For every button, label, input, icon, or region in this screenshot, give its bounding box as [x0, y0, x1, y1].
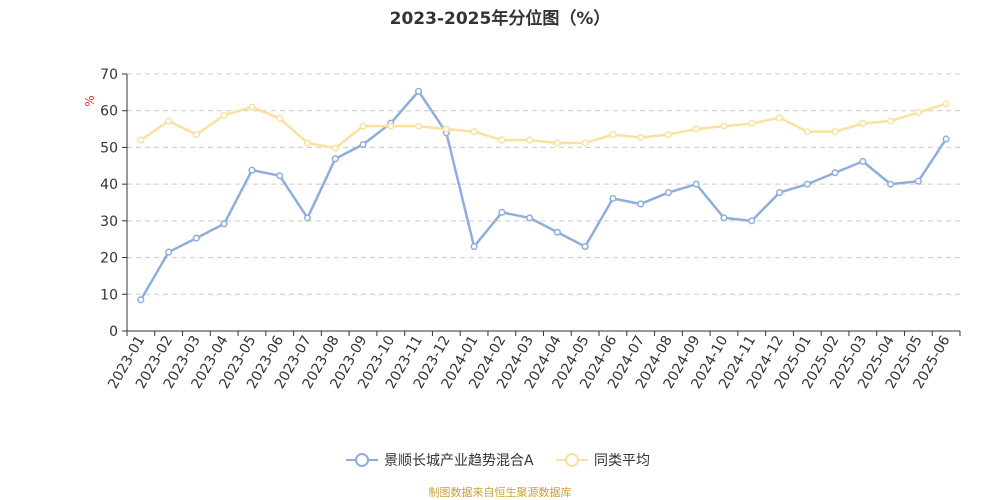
- data-point: [748, 120, 756, 128]
- data-point: [692, 125, 700, 133]
- data-point: [498, 208, 506, 216]
- source-note: 制图数据来自恒生聚源数据库: [428, 486, 572, 499]
- y-tick-label: 60: [100, 104, 118, 120]
- data-point: [692, 180, 700, 188]
- legend-label: 景顺长城产业趋势混合A: [384, 453, 534, 469]
- data-point: [303, 139, 312, 147]
- y-tick-label: 30: [100, 214, 118, 230]
- data-point: [609, 194, 617, 203]
- chart-title: 2023-2025年分位图（%）: [389, 9, 611, 29]
- data-point: [137, 296, 145, 304]
- data-point: [553, 228, 561, 236]
- y-tick-label: 10: [100, 287, 118, 303]
- data-point: [942, 100, 950, 108]
- series-line: [139, 90, 948, 301]
- data-point: [331, 155, 339, 163]
- data-point: [887, 117, 895, 125]
- data-point: [748, 217, 756, 225]
- data-point: [220, 220, 228, 228]
- data-point: [637, 200, 645, 208]
- y-tick-label: 50: [100, 140, 118, 156]
- data-point: [192, 234, 200, 242]
- data-point: [220, 111, 228, 119]
- data-point: [137, 136, 145, 144]
- series-line: [140, 102, 947, 150]
- data-point: [664, 189, 673, 197]
- data-point: [415, 87, 423, 95]
- data-point: [276, 114, 284, 122]
- data-point: [859, 120, 867, 128]
- data-point: [553, 139, 561, 147]
- data-point: [831, 128, 839, 136]
- data-point: [276, 172, 284, 180]
- legend[interactable]: 景顺长城产业趋势混合A 同类平均: [346, 453, 650, 469]
- data-point: [470, 243, 478, 251]
- data-point: [887, 180, 895, 188]
- legend-item[interactable]: 同类平均: [556, 453, 650, 469]
- data-point: [803, 128, 811, 136]
- legend-marker: [355, 453, 369, 467]
- data-point: [331, 144, 339, 152]
- data-point: [192, 131, 200, 139]
- data-point: [831, 169, 839, 177]
- data-point: [498, 136, 506, 144]
- legend-marker: [565, 453, 579, 467]
- data-point: [470, 128, 478, 136]
- y-axis-unit-label: %: [83, 95, 97, 106]
- data-point: [442, 125, 450, 133]
- data-point: [859, 157, 867, 165]
- legend-label: 同类平均: [594, 453, 650, 469]
- data-point: [248, 166, 256, 174]
- data-point: [775, 189, 784, 197]
- data-point: [526, 214, 534, 222]
- data-point: [664, 131, 673, 139]
- data-point: [720, 214, 728, 222]
- legend-item[interactable]: 景顺长城产业趋势混合A: [346, 453, 534, 469]
- data-point: [637, 133, 645, 142]
- data-point: [914, 177, 922, 185]
- data-point: [581, 139, 589, 147]
- data-point: [165, 248, 173, 256]
- data-point: [775, 114, 784, 122]
- y-tick-label: 40: [100, 177, 118, 193]
- data-point: [248, 103, 256, 111]
- data-point: [609, 131, 617, 139]
- y-tick-label: 70: [100, 67, 118, 83]
- data-point: [303, 214, 312, 222]
- series-lines: [137, 87, 950, 304]
- data-point: [359, 140, 367, 149]
- series-group: [137, 87, 950, 304]
- data-point: [387, 122, 395, 130]
- data-point: [720, 122, 728, 130]
- data-point: [165, 117, 173, 125]
- axes: [126, 74, 961, 336]
- data-point: [359, 122, 367, 130]
- x-tick-labels: 2023-012023-022023-032023-042023-052023-…: [105, 333, 953, 392]
- data-point: [914, 109, 922, 117]
- data-point: [526, 136, 534, 144]
- data-point: [942, 135, 950, 143]
- series-group: [137, 100, 950, 152]
- data-point: [581, 243, 589, 251]
- y-tick-labels: 0 10 20 30 40 50 60 70: [100, 67, 118, 340]
- y-tick-label: 0: [109, 324, 118, 340]
- data-point: [415, 122, 423, 130]
- gridlines: [122, 73, 960, 332]
- data-point: [803, 180, 811, 188]
- y-tick-label: 20: [100, 251, 118, 267]
